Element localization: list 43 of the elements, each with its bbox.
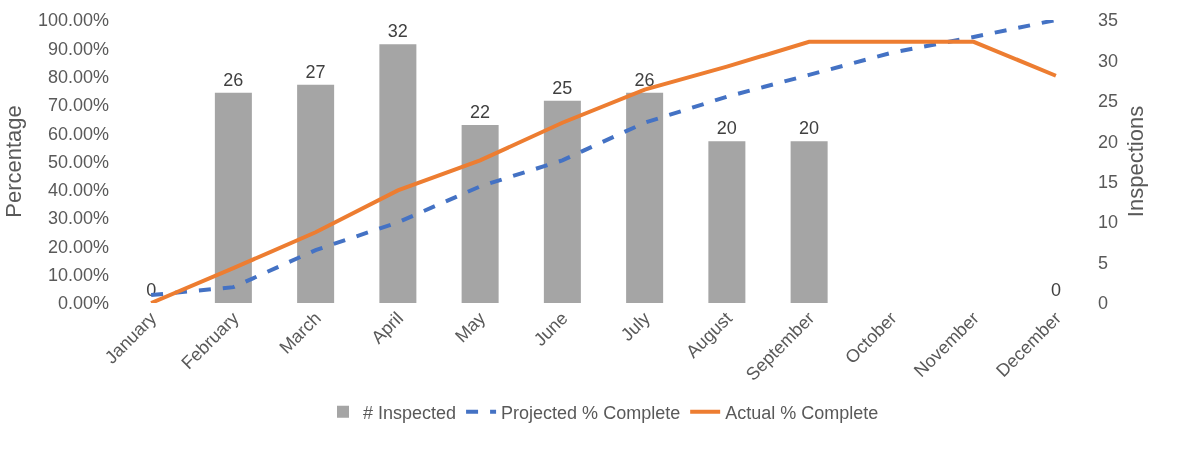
y2-tick-label: 15 [1098, 172, 1119, 193]
y-axis-title: Percentage [0, 105, 26, 218]
y2-tick-label: 30 [1098, 50, 1119, 71]
y-tick-label: 0.00% [57, 293, 109, 314]
data-label: 26 [223, 69, 244, 90]
data-label: 20 [716, 118, 737, 139]
data-label: 20 [799, 118, 820, 139]
bar [626, 92, 664, 303]
x-tick-label: May [451, 308, 490, 347]
y-tick-label: 60.00% [47, 123, 109, 144]
bar [790, 141, 828, 303]
bar [379, 44, 417, 303]
y-tick-label: 100.00% [37, 10, 109, 31]
data-label: 26 [634, 69, 655, 90]
y2-tick-label: 35 [1098, 10, 1119, 31]
y-tick-label: 80.00% [47, 66, 109, 87]
bar [297, 84, 335, 303]
y2-axis-title: Inspections [1122, 105, 1148, 218]
data-label: 25 [552, 77, 573, 98]
x-tick-label: July [617, 308, 654, 345]
data-label: 32 [387, 21, 408, 42]
y-tick-label: 50.00% [47, 151, 109, 172]
bar [708, 141, 746, 303]
y-tick-label: 20.00% [47, 236, 109, 257]
legend-label: Actual % Complete [725, 402, 879, 423]
data-label: 27 [305, 61, 326, 82]
y2-tick-label: 10 [1098, 212, 1119, 233]
y-tick-label: 30.00% [47, 208, 109, 229]
legend-label: # Inspected [363, 402, 457, 423]
bar [214, 92, 252, 303]
y2-tick-label: 20 [1098, 131, 1119, 152]
y2-tick-label: 0 [1098, 293, 1109, 314]
y-tick-label: 90.00% [47, 38, 109, 59]
y2-tick-label: 5 [1098, 252, 1109, 273]
legend-label: Projected % Complete [501, 402, 681, 423]
y2-tick-label: 25 [1098, 91, 1119, 112]
y-tick-label: 70.00% [47, 95, 109, 116]
bar [543, 100, 581, 303]
y-tick-label: 10.00% [47, 265, 109, 285]
y-tick-label: 40.00% [47, 180, 109, 201]
data-label: 0 [1050, 280, 1061, 300]
data-label: 22 [470, 102, 491, 123]
bar [461, 125, 499, 303]
